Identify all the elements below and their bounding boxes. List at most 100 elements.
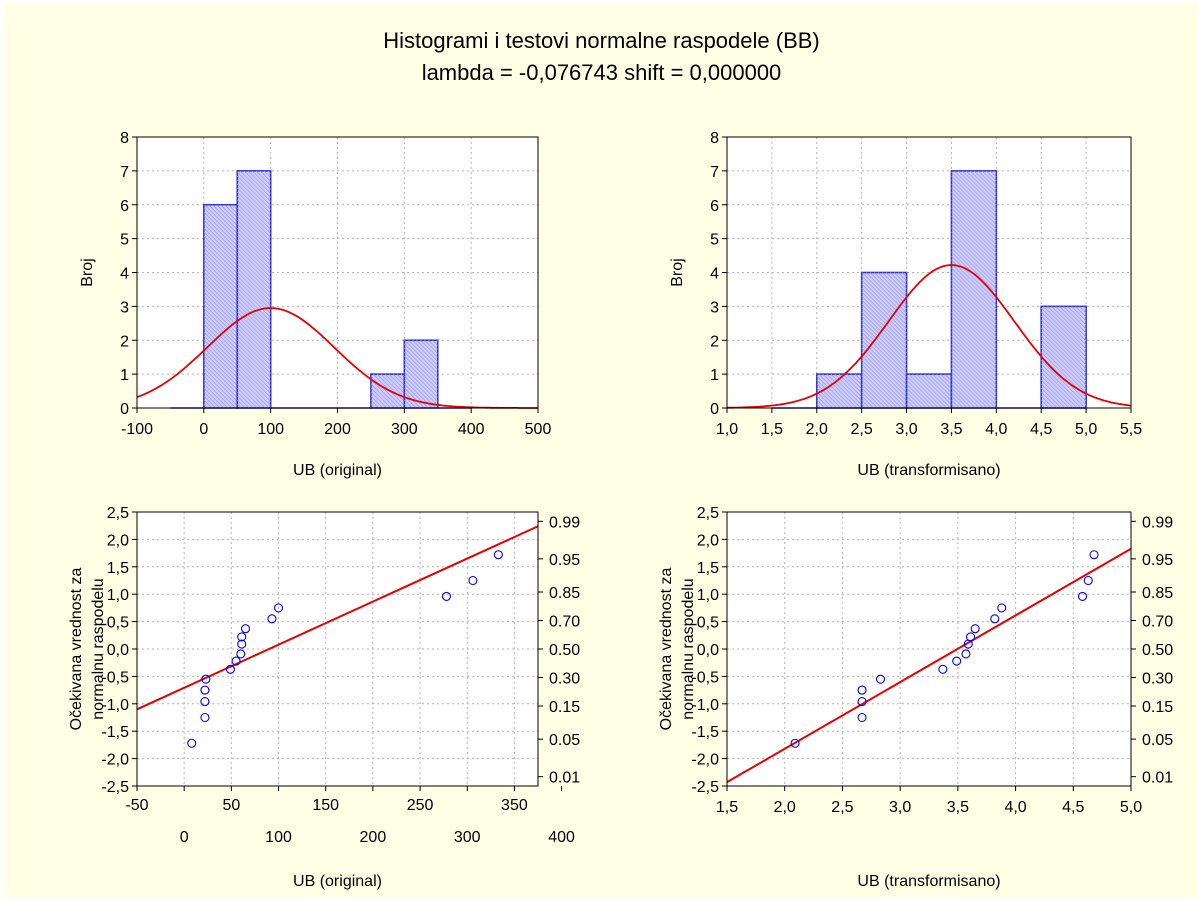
right-tick-label: 0.70 xyxy=(1142,614,1173,631)
bar-hatch xyxy=(846,373,862,390)
x-tick-label: 100 xyxy=(257,421,284,438)
bar-hatch xyxy=(237,319,271,354)
bar-hatch xyxy=(404,403,409,409)
bar-hatch xyxy=(370,399,380,409)
bar-hatch xyxy=(924,373,952,402)
bar-hatch xyxy=(1083,306,1087,310)
bar-hatch xyxy=(822,373,857,409)
y-tick-label: 7 xyxy=(120,164,129,181)
bar-hatch xyxy=(951,363,996,409)
histogram-bar xyxy=(1040,305,1087,409)
bar-hatch xyxy=(951,207,997,254)
bar-hatch xyxy=(203,271,238,306)
y-tick-label: 2,0 xyxy=(697,532,719,549)
bar-hatch xyxy=(912,373,947,409)
bar-hatch xyxy=(203,303,238,338)
bar-hatch xyxy=(951,379,980,409)
bar-hatch xyxy=(951,307,997,354)
right-tick-label: 0.85 xyxy=(549,585,580,602)
bar-hatch xyxy=(869,272,907,310)
bar-hatch xyxy=(203,251,238,286)
bar-hatch xyxy=(216,204,238,226)
bar-hatch xyxy=(1079,306,1087,314)
bar-hatch xyxy=(237,239,271,274)
bar-hatch xyxy=(1041,367,1082,409)
bar-hatch xyxy=(861,335,907,382)
data-point xyxy=(441,591,452,601)
x-tick-label: 1,5 xyxy=(761,421,783,438)
bar-hatch xyxy=(951,351,997,398)
bar-hatch xyxy=(203,387,225,409)
bar-hatch xyxy=(237,175,271,210)
bar-hatch xyxy=(370,403,376,409)
x-tick-label: 3,0 xyxy=(895,421,917,438)
bar-hatch xyxy=(893,272,907,286)
bar-hatch xyxy=(958,170,997,210)
bar-hatch xyxy=(247,170,271,194)
data-point xyxy=(997,603,1007,613)
bar-hatch xyxy=(392,373,405,386)
bar-hatch xyxy=(1041,319,1087,366)
bar-hatch xyxy=(370,387,392,409)
bar-hatch xyxy=(255,170,271,186)
y-tick-label: 7 xyxy=(710,164,719,181)
y-axis-label-line1: Očekivana vrednost za xyxy=(658,568,675,731)
bar-hatch xyxy=(259,170,271,182)
bar-hatch xyxy=(861,291,907,338)
x-axis-label: UB (original) xyxy=(293,462,382,479)
right-tick-label: 0.95 xyxy=(549,552,580,569)
bar-hatch xyxy=(951,295,997,342)
bar-hatch xyxy=(237,307,271,342)
x-tick-label: 300 xyxy=(391,421,418,438)
bar-hatch xyxy=(237,387,258,409)
bar-hatch xyxy=(237,355,271,390)
bar-hatch xyxy=(861,383,886,409)
bar-hatch xyxy=(920,373,952,406)
y-axis-label: Broj xyxy=(79,258,96,286)
x-tick-label: 4,0 xyxy=(985,421,1007,438)
bar-hatch xyxy=(436,340,438,342)
y-tick-label: 1,0 xyxy=(107,587,129,604)
bar-hatch xyxy=(1051,306,1087,342)
bar-hatch xyxy=(861,359,907,406)
y-tick-label: 0,0 xyxy=(107,642,129,659)
bar-hatch xyxy=(850,373,862,386)
x-tick-label: 3,5 xyxy=(947,799,969,816)
bar-hatch xyxy=(951,279,997,326)
histogram-bar xyxy=(403,339,439,409)
bar-hatch xyxy=(897,272,907,282)
y-tick-label: 8 xyxy=(120,130,129,147)
bar-hatch xyxy=(951,403,956,409)
x-axis-label: UB (transformisano) xyxy=(857,462,1000,479)
bar-hatch xyxy=(994,170,997,174)
bar-hatch xyxy=(396,373,405,382)
bar-hatch xyxy=(237,215,271,250)
bar-hatch xyxy=(861,299,907,346)
y-tick-label: -0,5 xyxy=(691,669,719,686)
bar-hatch xyxy=(1041,347,1087,394)
x-tick-label: 1,5 xyxy=(716,799,738,816)
x-tick-label: 4,5 xyxy=(1030,421,1052,438)
bar-hatch xyxy=(861,272,907,318)
x-tick-label: 400 xyxy=(458,421,485,438)
bar-hatch xyxy=(428,340,438,350)
bar-hatch xyxy=(203,299,238,334)
x-tick-label: 200 xyxy=(360,829,387,846)
y-tick-label: 0,0 xyxy=(697,642,719,659)
y-tick-label: 0 xyxy=(120,401,129,418)
bar-hatch xyxy=(901,272,907,278)
bar-hatch xyxy=(1041,399,1050,409)
bar-hatch xyxy=(951,199,997,246)
bar-hatch xyxy=(1043,306,1087,350)
bar-hatch xyxy=(408,340,438,370)
x-axis-label: UB (original) xyxy=(293,873,382,890)
bar-hatch xyxy=(951,239,997,286)
data-point xyxy=(267,614,277,624)
bar-hatch xyxy=(951,215,997,262)
bar-hatch xyxy=(936,373,952,390)
bar-hatch xyxy=(951,231,997,278)
bar-hatch xyxy=(237,339,271,374)
right-tick-label: 0.30 xyxy=(549,670,580,687)
bar-hatch xyxy=(861,343,907,390)
bar-hatch xyxy=(1041,403,1046,409)
